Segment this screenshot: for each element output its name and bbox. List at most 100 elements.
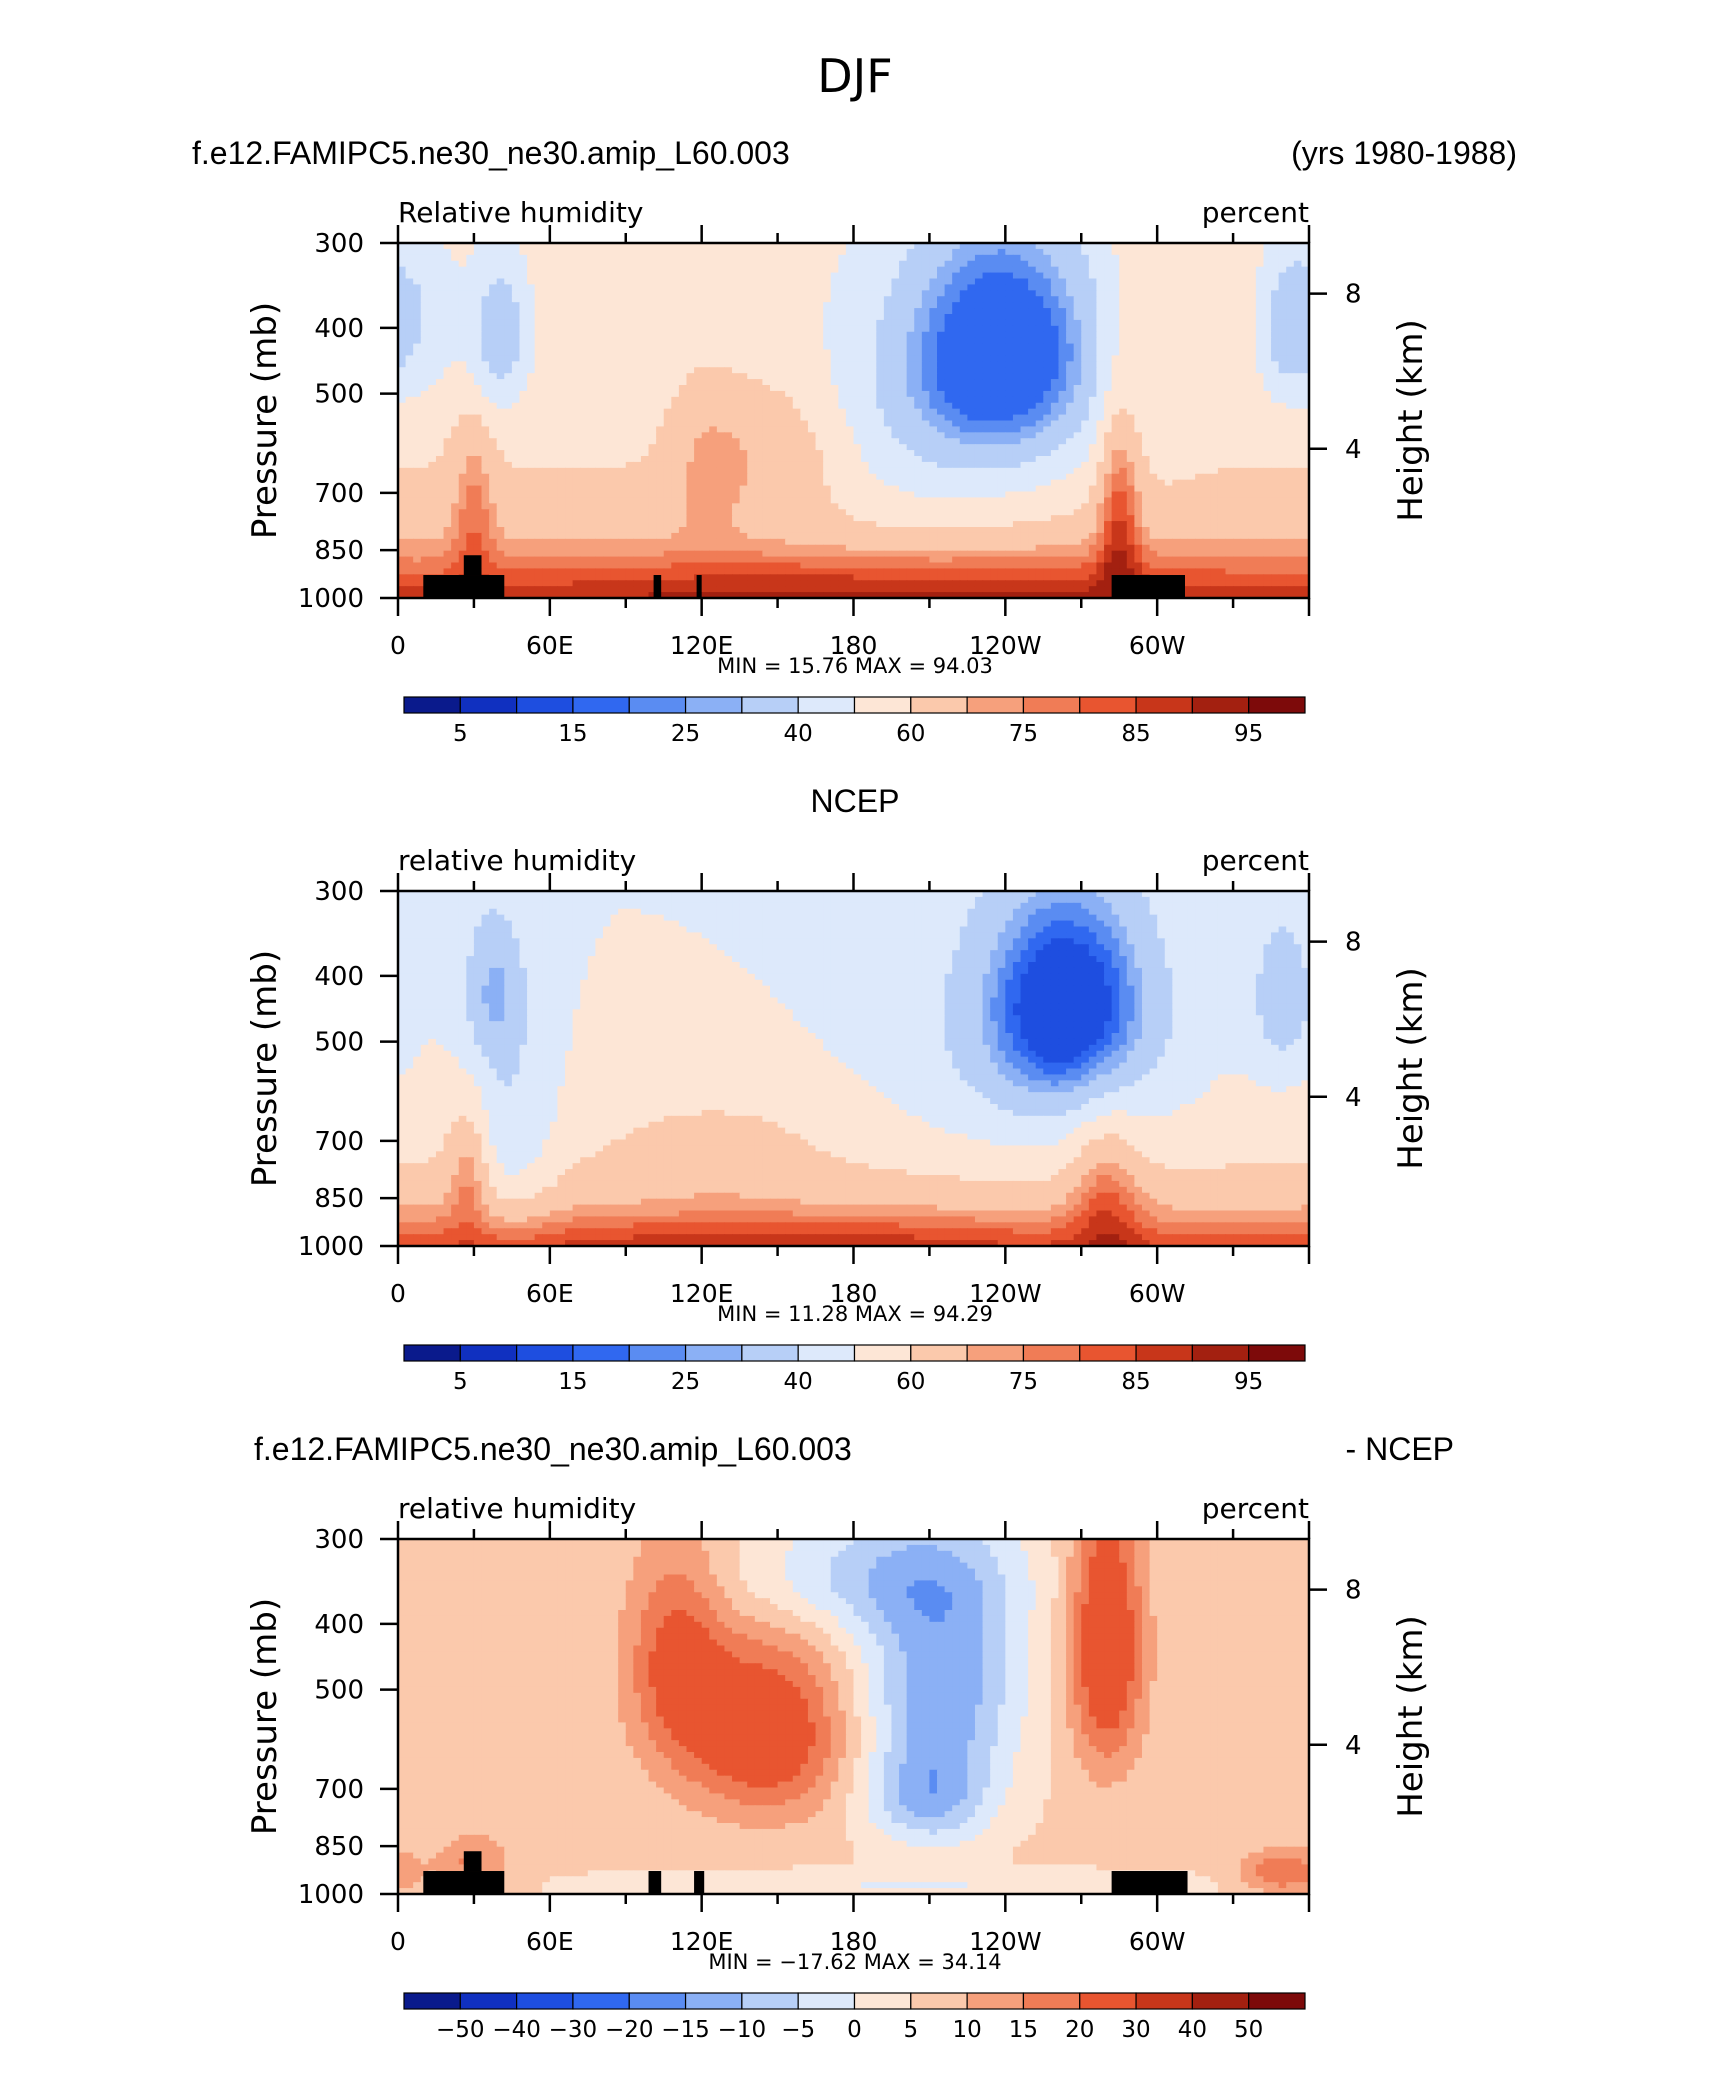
contour-cell	[937, 408, 946, 416]
contour-cell	[443, 343, 452, 351]
contour-cell	[785, 266, 794, 274]
contour-cell	[618, 420, 627, 428]
contour-cell	[1240, 450, 1249, 457]
contour-cell	[1149, 254, 1158, 262]
contour-cell	[1248, 349, 1257, 357]
contour-cell	[451, 390, 460, 398]
contour-cell	[747, 456, 756, 463]
contour-cell	[1271, 385, 1280, 392]
contour-cell	[739, 361, 748, 368]
contour-cell	[542, 408, 551, 416]
contour-cell	[1240, 390, 1249, 398]
contour-cell	[762, 243, 771, 250]
contour-cell	[1172, 373, 1181, 380]
contour-cell	[648, 373, 657, 380]
contour-cell	[1028, 473, 1037, 481]
contour-cell	[716, 272, 726, 280]
contour-cell	[428, 349, 437, 357]
contour-cell	[1293, 432, 1303, 439]
contour-cell	[1005, 248, 1014, 256]
contour-cell	[496, 438, 505, 445]
contour-cell	[565, 355, 574, 362]
contour-cell	[974, 479, 984, 487]
contour-cell	[1020, 355, 1029, 362]
contour-cell	[1028, 260, 1037, 268]
contour-cell	[883, 402, 893, 410]
contour-cell	[1263, 296, 1272, 303]
contour-cell	[1263, 373, 1272, 380]
contour-cell	[899, 343, 908, 351]
contour-cell	[473, 260, 483, 268]
contour-cell	[959, 467, 968, 475]
contour-cell	[853, 337, 862, 345]
contour-cell	[724, 420, 733, 428]
contour-cell	[1157, 390, 1166, 398]
contour-cell	[1217, 314, 1227, 321]
contour-cell	[974, 467, 984, 475]
contour-cell	[823, 319, 832, 327]
contour-cell	[1202, 260, 1211, 268]
contour-cell	[990, 402, 999, 410]
contour-cell	[800, 461, 809, 469]
contour-cell	[739, 314, 748, 321]
contour-cell	[420, 467, 429, 475]
contour-cell	[967, 444, 976, 451]
contour-cell	[724, 438, 733, 445]
contour-cell	[997, 379, 1006, 386]
contour-cell	[618, 385, 627, 392]
contour-cell	[542, 319, 551, 327]
contour-cell	[838, 302, 847, 309]
contour-cell	[1278, 456, 1287, 463]
contour-cell	[1233, 473, 1242, 481]
contour-cell	[1149, 438, 1158, 445]
contour-cell	[587, 461, 596, 469]
contour-cell	[883, 450, 893, 457]
contour-cell	[435, 325, 445, 333]
contour-cell	[883, 373, 893, 380]
contour-cell	[777, 438, 786, 445]
contour-cell	[1263, 367, 1272, 374]
contour-cell	[443, 420, 452, 428]
contour-cell	[785, 420, 794, 428]
contour-cell	[739, 355, 748, 362]
contour-cell	[565, 266, 574, 274]
contour-cell	[1126, 361, 1135, 368]
contour-cell	[580, 385, 589, 392]
contour-cell	[967, 367, 976, 374]
contour-cell	[921, 390, 931, 398]
contour-cell	[1035, 278, 1044, 286]
contour-cell	[1210, 461, 1219, 469]
contour-cell	[845, 456, 855, 463]
contour-cell	[861, 456, 870, 463]
contour-cell	[496, 461, 505, 469]
contour-cell	[1066, 314, 1075, 321]
contour-cell	[830, 402, 839, 410]
contour-cell	[800, 408, 809, 416]
contour-cell	[1149, 420, 1158, 428]
contour-cell	[777, 473, 786, 481]
contour-cell	[1187, 272, 1196, 280]
contour-cell	[1217, 260, 1227, 268]
contour-cell	[762, 361, 771, 368]
contour-cell	[534, 243, 543, 250]
contour-cell	[830, 314, 839, 321]
contour-cell	[716, 266, 726, 274]
contour-cell	[1081, 243, 1090, 250]
contour-cell	[633, 373, 642, 380]
contour-cell	[1233, 290, 1242, 297]
contour-cell	[435, 290, 445, 297]
contour-cell	[663, 361, 672, 368]
contour-cell	[1119, 272, 1128, 280]
contour-cell	[557, 379, 566, 386]
contour-cell	[709, 444, 718, 451]
contour-cell	[557, 266, 566, 274]
contour-cell	[762, 325, 771, 333]
contour-cell	[602, 373, 612, 380]
contour-cell	[671, 420, 680, 428]
contour-cell	[1172, 408, 1181, 416]
contour-cell	[451, 379, 460, 386]
contour-cell	[1066, 396, 1075, 404]
contour-cell	[519, 402, 528, 410]
contour-cell	[1050, 479, 1060, 487]
contour-cell	[671, 266, 680, 274]
